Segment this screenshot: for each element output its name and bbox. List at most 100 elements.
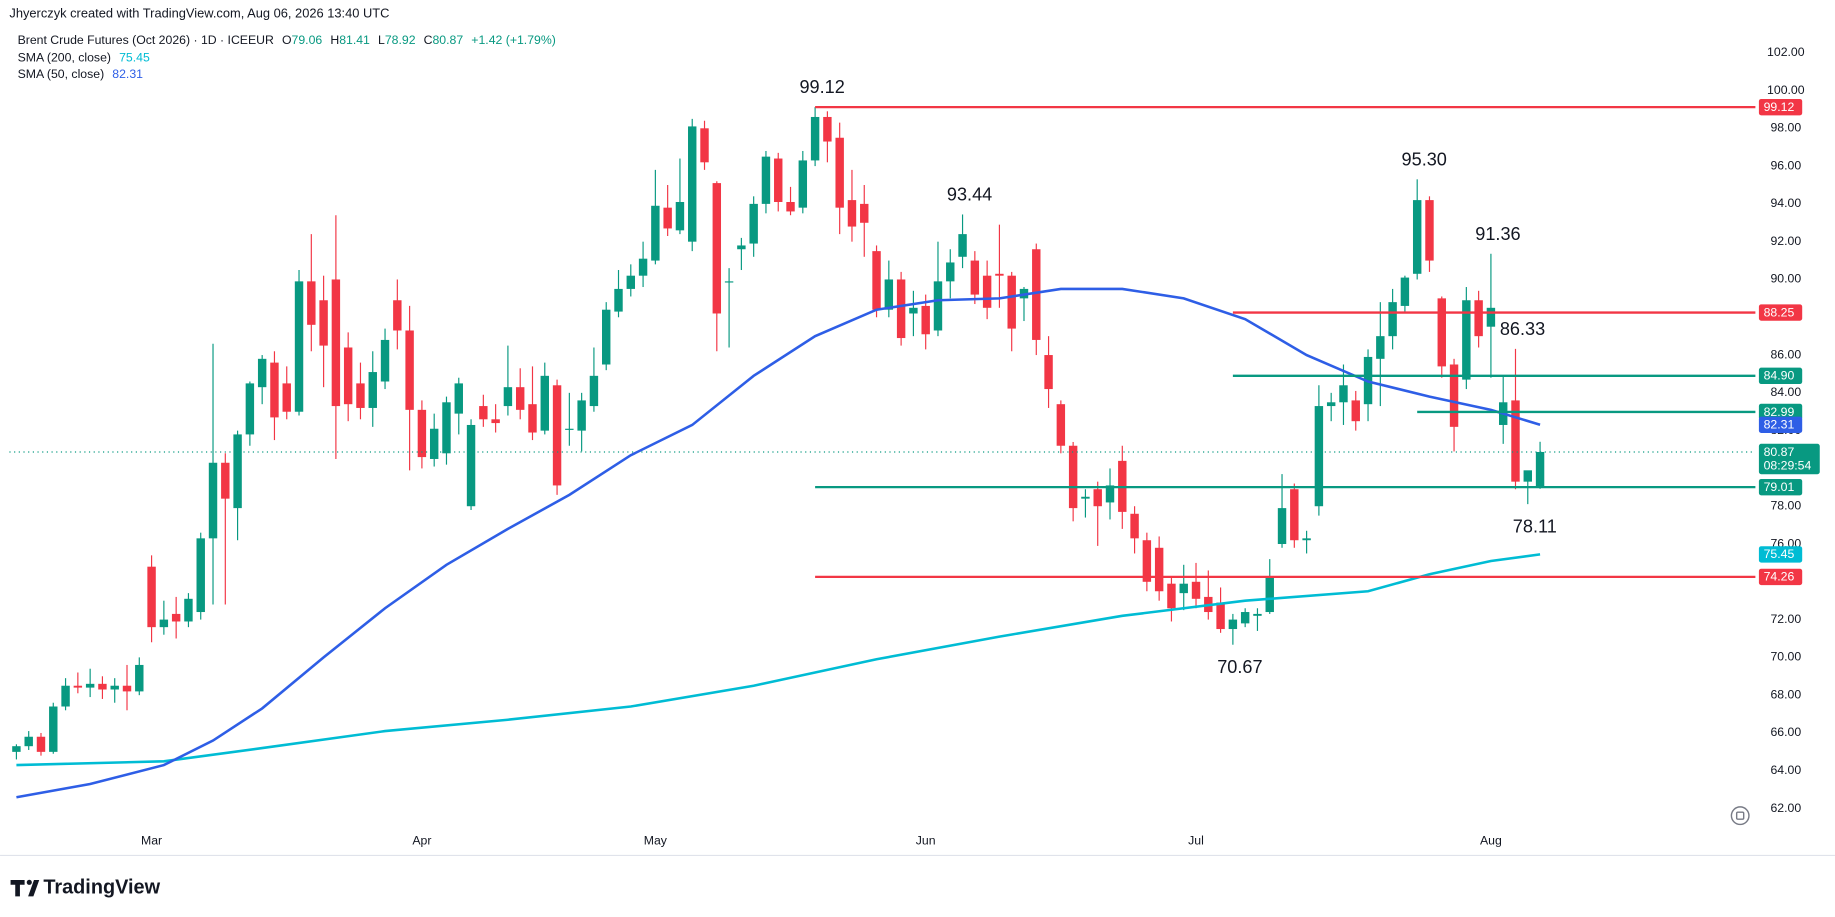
candle-body: [602, 309, 611, 365]
candle-body: [319, 300, 328, 346]
axis-badge: [1758, 416, 1803, 433]
candle-body: [282, 383, 291, 412]
logo-slash: [28, 880, 40, 897]
candle-body: [466, 424, 476, 507]
y-tick-label: 92.00: [1770, 234, 1801, 248]
candle-body: [184, 598, 193, 622]
candle-body: [61, 685, 70, 707]
ohlc-label: L: [378, 33, 385, 47]
candle-body: [12, 746, 21, 752]
candle-body: [1302, 538, 1311, 541]
candle-body: [1154, 547, 1164, 592]
candle-body: [331, 279, 341, 407]
candle-body: [454, 383, 463, 414]
candle-body: [1044, 355, 1053, 390]
change: +1.42 (+1.79%): [471, 33, 556, 47]
axis-badge: [1758, 478, 1803, 496]
candle-body: [724, 281, 734, 283]
candle-body: [73, 685, 83, 688]
candle-body: [1068, 445, 1078, 509]
candle-body: [712, 183, 722, 314]
candle-body: [1449, 364, 1459, 427]
legend-name: SMA (200, close): [18, 51, 111, 65]
axis-badge-label: 82.31: [1764, 418, 1795, 432]
candle-body: [1462, 300, 1471, 380]
candle-body: [933, 281, 943, 331]
axis-badge-label: 74.26: [1764, 570, 1795, 584]
x-tick-label: Aug: [1480, 834, 1502, 848]
candle-body: [343, 347, 353, 405]
axis-badge-label: 75.45: [1764, 547, 1795, 561]
y-tick-label: 78.00: [1770, 498, 1801, 512]
candle-body: [700, 128, 709, 163]
legend-value: 75.45: [119, 51, 150, 65]
sma-line: [16, 553, 1541, 767]
candle-body: [786, 201, 795, 212]
candle-body: [245, 383, 255, 435]
x-tick-label: Jun: [916, 834, 936, 848]
candle-body: [393, 300, 402, 331]
candle-body: [1400, 277, 1410, 306]
candle-body: [970, 260, 980, 295]
candle-body: [1265, 576, 1274, 613]
candle-body: [208, 462, 218, 539]
price-annotation: 78.11: [1513, 516, 1557, 536]
candle-body: [651, 205, 660, 261]
x-tick-label: Jul: [1188, 834, 1204, 848]
candle-body: [909, 307, 918, 314]
candle-body: [503, 387, 513, 407]
legend-value: 82.31: [112, 67, 143, 81]
candle-body: [1216, 602, 1225, 630]
credit: Jhyerczyk created with TradingView.com, …: [9, 5, 389, 20]
candle-body: [221, 462, 230, 499]
y-tick-label: 72.00: [1770, 612, 1801, 626]
candle-body: [49, 706, 58, 752]
candle-body: [135, 664, 144, 692]
candle-body: [110, 685, 119, 690]
candle-body: [171, 613, 181, 622]
candle-body: [1290, 489, 1299, 541]
candle-body: [429, 428, 439, 459]
candle-body: [577, 400, 586, 431]
candle-body: [1437, 298, 1446, 367]
candle-body: [1167, 583, 1176, 609]
candle-body: [1523, 470, 1532, 482]
countdown: 08:29:54: [1764, 458, 1812, 472]
scroll-button[interactable]: [1730, 806, 1750, 826]
y-tick-label: 94.00: [1770, 196, 1801, 210]
axis-badge: [1758, 568, 1803, 586]
candle-body: [1105, 485, 1115, 503]
candle-body: [98, 683, 107, 690]
y-tick-label: 96.00: [1770, 158, 1801, 172]
candle-body: [270, 362, 279, 418]
candle-body: [442, 402, 451, 454]
legend-sma50: SMA (50, close) 82.31: [18, 67, 144, 81]
candle-body: [1032, 249, 1041, 340]
candle-body: [307, 281, 316, 325]
candle-body: [847, 200, 857, 227]
candle-body: [1314, 406, 1324, 507]
candle-body: [823, 116, 832, 142]
candle-body: [1253, 613, 1262, 616]
candle-body: [515, 387, 525, 410]
candle-body: [1535, 451, 1545, 487]
candle-body: [1326, 402, 1336, 407]
candle-body: [491, 419, 500, 424]
axis-badge-label: 84.90: [1764, 369, 1795, 383]
y-tick-label: 66.00: [1770, 725, 1801, 739]
axis-badge: [1758, 367, 1803, 385]
axis-badge: [1758, 98, 1803, 116]
candle-body: [810, 116, 820, 161]
candle-body: [589, 375, 599, 407]
sma-line: [16, 287, 1541, 799]
candle-body: [540, 375, 549, 431]
candle-body: [946, 262, 955, 282]
ohlc-value: 78.92: [385, 33, 416, 47]
axis-badge-label: 99.12: [1764, 100, 1795, 114]
y-tick-label: 100.00: [1767, 83, 1805, 97]
candle-body: [995, 273, 1004, 276]
y-tick-label: 84.00: [1770, 385, 1801, 399]
axis-badge: [1758, 546, 1803, 563]
